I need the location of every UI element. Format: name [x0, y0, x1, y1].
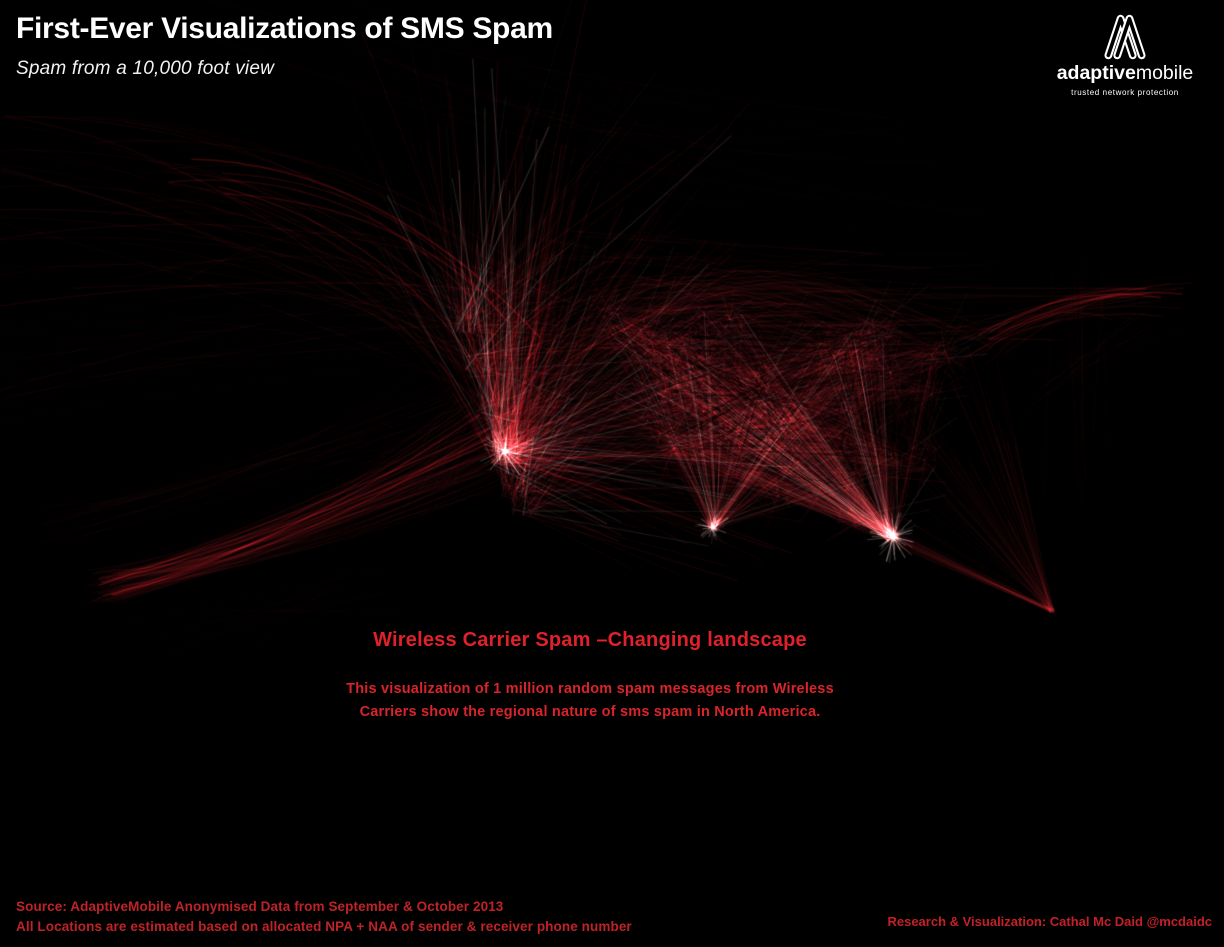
- caption-body: This visualization of 1 million random s…: [0, 678, 1180, 724]
- source-line-1: Source: AdaptiveMobile Anonymised Data f…: [16, 899, 504, 914]
- header: First-Ever Visualizations of SMS Spam Sp…: [16, 12, 553, 80]
- adaptivemobile-logo-icon: [1104, 14, 1146, 60]
- brand-tagline: trusted network protection: [1071, 87, 1179, 97]
- source-note: Source: AdaptiveMobile Anonymised Data f…: [16, 897, 632, 937]
- brand-logo: adaptivemobile trusted network protectio…: [1050, 12, 1200, 97]
- page-subtitle: Spam from a 10,000 foot view: [16, 58, 275, 79]
- caption-body-line-1: This visualization of 1 million random s…: [346, 681, 834, 697]
- caption-heading: Wireless Carrier Spam –Changing landscap…: [373, 629, 807, 651]
- credit-note: Research & Visualization: Cathal Mc Daid…: [887, 914, 1212, 929]
- source-line-2: All Locations are estimated based on all…: [16, 919, 632, 934]
- brand-wordmark-bold: adaptive: [1056, 62, 1136, 84]
- page-title: First-Ever Visualizations of SMS Spam: [16, 12, 553, 45]
- caption-body-line-2: Carriers show the regional nature of sms…: [359, 704, 821, 720]
- brand-wordmark: adaptivemobile: [1056, 62, 1194, 84]
- brand-wordmark-light: mobile: [1135, 62, 1194, 84]
- viz-caption: Wireless Carrier Spam –Changing landscap…: [0, 629, 1180, 724]
